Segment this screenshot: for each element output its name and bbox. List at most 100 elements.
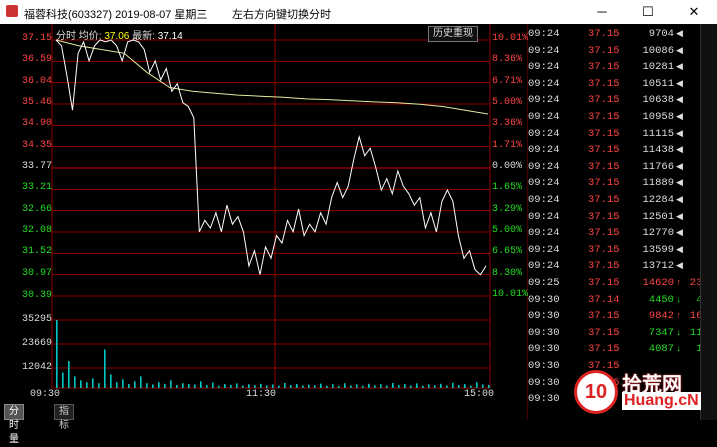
trade-direction-icon: ◀ <box>676 62 683 73</box>
trade-time: 09:24 <box>528 111 560 123</box>
trade-time: 09:30 <box>528 310 560 323</box>
trade-time: 09:30 <box>528 376 560 389</box>
trade-time: 09:24 <box>528 144 560 157</box>
volume-bar <box>104 349 106 388</box>
volume-bar <box>62 372 64 388</box>
trade-row: 09:24 37.15 12284 ◀ <box>528 192 717 208</box>
volume-bars <box>56 320 490 388</box>
percent-tick-label: 6.71% <box>492 75 523 87</box>
trade-volume: 10281 <box>642 61 674 74</box>
percent-tick-label: 10.01% <box>492 289 529 300</box>
volume-bar <box>266 385 268 388</box>
volume-bar <box>398 385 400 388</box>
volume-bar <box>230 384 232 388</box>
volume-bar <box>176 385 178 388</box>
trade-direction-icon: ◀ <box>676 161 683 172</box>
trade-price: 37.15 <box>588 310 620 323</box>
trade-time: 09:24 <box>528 227 560 240</box>
trade-volume: 4087 <box>648 343 674 356</box>
volume-tick-label: 35295 <box>21 314 52 325</box>
price-line <box>55 39 487 276</box>
price-tick-label: 34.90 <box>21 118 52 130</box>
trade-volume: 9842 <box>648 310 674 323</box>
trade-price: 37.15 <box>588 44 620 57</box>
volume-bar <box>362 385 364 388</box>
volume-bar <box>386 385 388 388</box>
chart-legend: 分时 均价: 37.06 最新: 37.14 <box>56 27 183 42</box>
trade-volume: 10511 <box>642 77 674 90</box>
trade-price: 37.15 <box>588 177 620 190</box>
trade-time: 09:24 <box>528 44 560 57</box>
trade-row: 09:24 37.15 9704 ◀ <box>528 26 717 42</box>
volume-bar <box>134 381 136 388</box>
trade-price: 37.15 <box>588 260 620 273</box>
trade-time: 09:30 <box>528 393 560 406</box>
tab-volume[interactable]: 分时量 <box>4 404 24 445</box>
price-tick-label: 32.66 <box>21 203 52 215</box>
price-tick-label: 33.77 <box>21 161 52 172</box>
trade-time: 09:24 <box>528 28 560 40</box>
volume-bar <box>182 383 184 388</box>
trade-row: 09:24 37.15 10511 ◀ <box>528 76 717 92</box>
percent-tick-label: 8.36% <box>492 54 523 66</box>
trade-direction-icon: ↓ <box>676 294 682 305</box>
trade-time: 09:30 <box>528 293 560 306</box>
trade-direction-icon: ◀ <box>676 228 683 239</box>
trade-direction-icon: ↑ <box>676 278 682 288</box>
volume-bar <box>194 384 196 388</box>
volume-bar <box>290 385 292 388</box>
volume-tick-label: 23669 <box>21 338 52 349</box>
volume-bar <box>164 383 166 388</box>
volume-bar <box>272 384 274 388</box>
volume-bar <box>110 374 112 388</box>
trade-volume: 10638 <box>642 94 674 107</box>
volume-bar <box>200 381 202 388</box>
volume-bar <box>356 384 358 388</box>
legend-avg-value: 37.06 <box>104 31 130 42</box>
trade-row: 09:24 37.15 10958 ◀ <box>528 109 717 125</box>
trade-volume: 10086 <box>642 44 674 57</box>
trade-volume: 11438 <box>642 144 674 157</box>
history-replay-button[interactable]: 历史重现 <box>428 26 478 42</box>
volume-bar <box>350 385 352 388</box>
trade-price: 37.15 <box>588 343 620 356</box>
volume-bar <box>248 384 250 388</box>
volume-bar <box>434 385 436 388</box>
trade-row: 09:24 37.15 11438 ◀ <box>528 142 717 158</box>
watermark-badge: 10 <box>574 370 618 414</box>
volume-tick-label: 30.39 <box>21 290 52 301</box>
trade-direction-icon: ◀ <box>676 261 683 272</box>
trade-price: 37.15 <box>588 210 620 223</box>
close-button[interactable]: ✕ <box>688 4 700 19</box>
trade-volume: 13712 <box>642 260 674 273</box>
trade-direction-icon: ↓ <box>676 327 682 338</box>
trade-time: 09:24 <box>528 127 560 140</box>
average-price-line <box>55 39 489 115</box>
volume-bar <box>296 384 298 388</box>
intraday-chart[interactable] <box>0 24 528 420</box>
trade-direction-icon: ◀ <box>676 145 683 156</box>
trades-scrollbar[interactable] <box>700 24 717 420</box>
trade-time: 09:24 <box>528 243 560 256</box>
chart-grid <box>51 24 528 420</box>
volume-bar <box>116 382 118 388</box>
volume-bar <box>374 385 376 388</box>
time-mid: 11:30 <box>246 389 277 400</box>
maximize-button[interactable]: ☐ <box>642 4 654 19</box>
trade-direction-icon: ◀ <box>676 128 683 139</box>
minimize-button[interactable]: ─ <box>597 4 607 19</box>
trade-time: 09:24 <box>528 260 560 273</box>
legend-label: 分时 <box>56 31 76 42</box>
trade-volume: 14620 <box>642 277 674 289</box>
volume-bar <box>458 385 460 388</box>
volume-bar <box>146 383 148 388</box>
percent-tick-label: 3.36% <box>492 118 523 130</box>
price-tick-label: 36.04 <box>21 75 52 87</box>
volume-bar <box>470 385 472 388</box>
trade-time: 09:25 <box>528 277 560 289</box>
trade-row: 09:24 37.15 10281 ◀ <box>528 59 717 75</box>
tab-indicator[interactable]: 指标 <box>54 404 74 431</box>
tick-trades-list[interactable]: 09:24 37.15 9704 ◀ 09:24 37.15 10086 ◀ 09:24 37.1… <box>528 24 717 420</box>
trade-direction-icon: ◀ <box>676 178 683 189</box>
percent-tick-label: 6.65% <box>492 246 523 258</box>
